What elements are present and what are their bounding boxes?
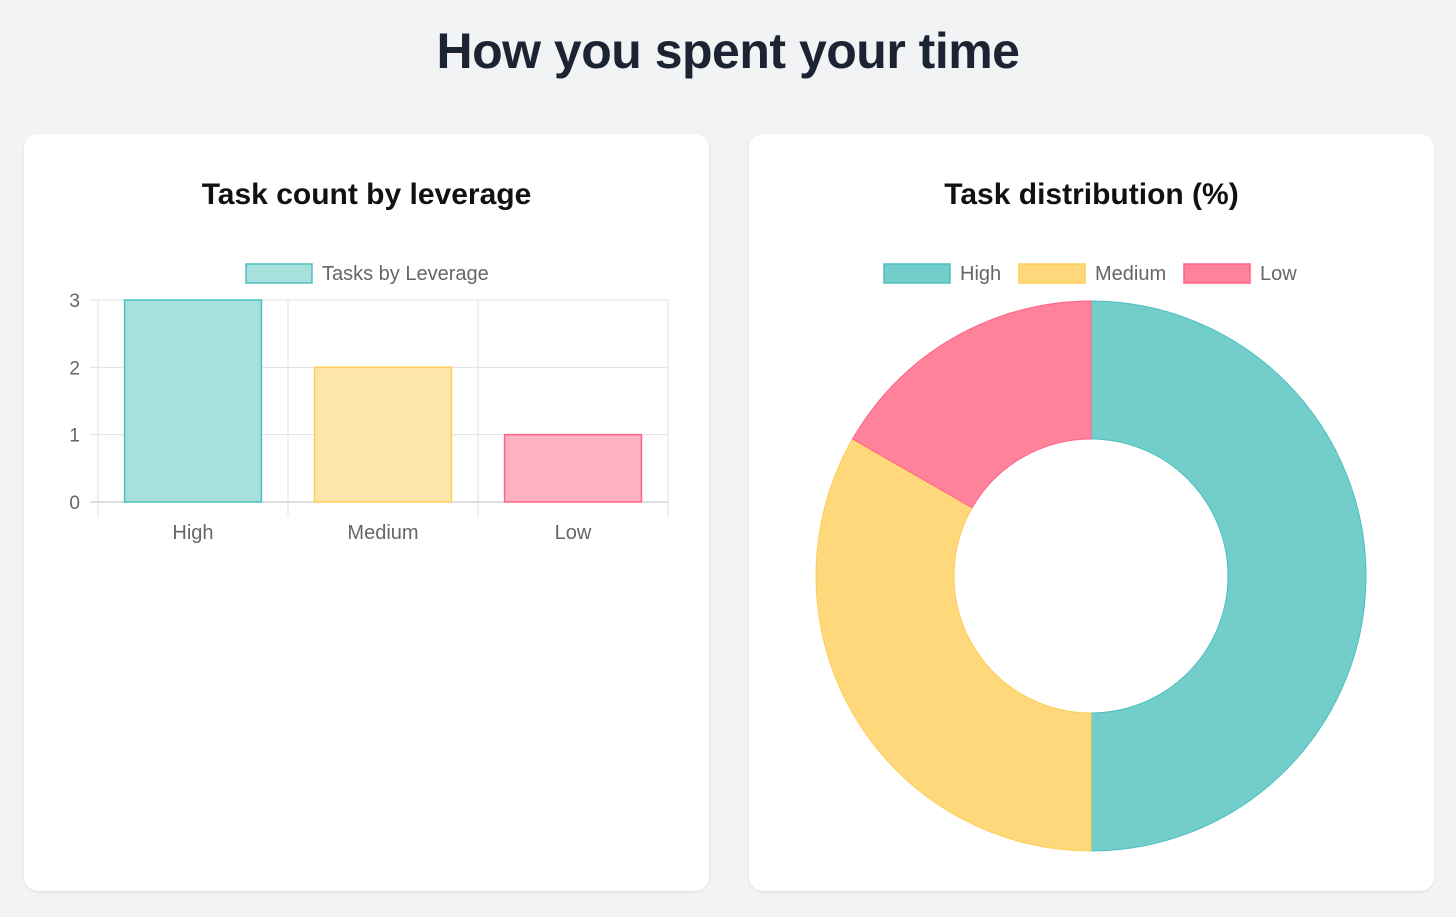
bar-chart-card: Task count by leverage Tasks by Leverage… xyxy=(24,134,709,891)
bar-y-ticks: 0 1 2 3 xyxy=(69,291,80,514)
doughnut-chart-title: Task distribution (%) xyxy=(944,178,1239,211)
doughnut-legend-label: Low xyxy=(1260,263,1297,285)
doughnut-legend-item-high[interactable]: High xyxy=(883,263,1001,285)
bar-low[interactable] xyxy=(503,433,643,503)
bar-high[interactable] xyxy=(123,299,263,503)
bar-legend[interactable]: Tasks by Leverage xyxy=(245,263,489,285)
doughnut-chart-card: Task distribution (%) High Medium Low xyxy=(749,134,1434,891)
bar-legend-swatch xyxy=(245,263,313,284)
doughnut-legend-swatch xyxy=(1183,263,1251,284)
doughnut-legend-label: Medium xyxy=(1095,263,1166,285)
doughnut-legend-label: High xyxy=(960,263,1001,285)
bar-marks xyxy=(123,299,643,503)
bar-y-tick-label: 3 xyxy=(69,291,80,312)
bar-x-ticks: High Medium Low xyxy=(172,522,591,544)
doughnut-legend-swatch xyxy=(1018,263,1086,284)
bar-chart: Tasks by Leverage 0 1 2 3 High Medium Low xyxy=(69,263,669,544)
bar-y-tick-label: 1 xyxy=(69,426,80,447)
doughnut-slice-low[interactable] xyxy=(851,300,1092,509)
bar-x-tick-label: Low xyxy=(555,522,592,544)
bar-chart-title: Task count by leverage xyxy=(201,178,532,211)
doughnut-chart: High Medium Low xyxy=(815,263,1367,852)
bar-y-tick-label: 2 xyxy=(69,358,80,379)
doughnut-slice-high[interactable] xyxy=(1090,300,1367,852)
doughnut-legend-swatch xyxy=(883,263,951,284)
doughnut-legend-item-low[interactable]: Low xyxy=(1183,263,1297,285)
bar-y-tick-label: 0 xyxy=(69,493,80,514)
bar-x-tick-label: Medium xyxy=(347,522,418,544)
bar-medium[interactable] xyxy=(313,366,453,503)
doughnut-legend: High Medium Low xyxy=(883,263,1297,285)
bar-x-tick-label: High xyxy=(172,522,213,544)
bar-legend-label: Tasks by Leverage xyxy=(322,263,489,285)
doughnut-slice-medium[interactable] xyxy=(815,438,1092,852)
page-title: How you spent your time xyxy=(436,23,1020,79)
doughnut-slices xyxy=(815,300,1367,852)
doughnut-legend-item-medium[interactable]: Medium xyxy=(1018,263,1166,285)
